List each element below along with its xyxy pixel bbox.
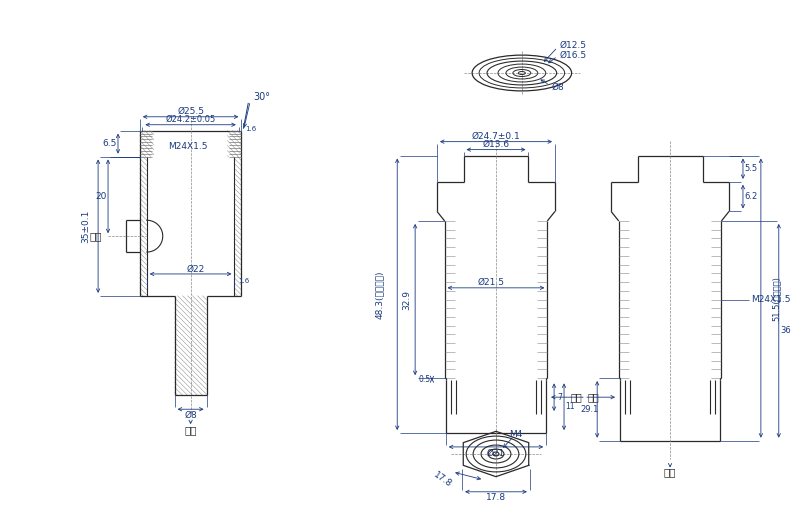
Text: 6.5: 6.5 <box>103 139 117 148</box>
Text: 32.9: 32.9 <box>403 289 412 309</box>
Text: Ø12.5: Ø12.5 <box>560 41 586 50</box>
Text: 48.3(阀芯关闭): 48.3(阀芯关闭) <box>375 270 384 318</box>
Text: 30°: 30° <box>254 92 271 102</box>
Text: Ø24.2±0.05: Ø24.2±0.05 <box>166 115 215 124</box>
Text: 6.2: 6.2 <box>744 192 758 201</box>
Text: 进水: 进水 <box>588 392 600 402</box>
Text: M24X1.5: M24X1.5 <box>168 142 207 150</box>
Text: Ø21: Ø21 <box>487 448 505 457</box>
Text: 35±0.1: 35±0.1 <box>82 210 91 243</box>
Text: 20: 20 <box>95 192 107 201</box>
Text: 17.8: 17.8 <box>486 493 506 502</box>
Text: 出水: 出水 <box>184 425 197 435</box>
Text: 进水: 进水 <box>570 392 582 402</box>
Text: 进水: 进水 <box>90 231 103 241</box>
Text: 11: 11 <box>566 402 575 411</box>
Text: Ø13.6: Ø13.6 <box>482 140 509 149</box>
Text: Ø8: Ø8 <box>184 411 197 420</box>
Text: 36: 36 <box>780 326 791 335</box>
Text: 1.6: 1.6 <box>245 126 256 131</box>
Text: 7: 7 <box>557 393 562 402</box>
Text: M4: M4 <box>509 430 522 439</box>
Text: Ø25.5: Ø25.5 <box>177 107 204 116</box>
Text: Ø8: Ø8 <box>552 82 565 91</box>
Text: 1.6: 1.6 <box>239 278 250 284</box>
Text: 51.5(阀芯打开): 51.5(阀芯打开) <box>771 276 780 320</box>
Text: 29.1: 29.1 <box>580 405 598 414</box>
Text: Ø24.7±0.1: Ø24.7±0.1 <box>472 132 521 141</box>
Text: Ø22: Ø22 <box>187 265 205 274</box>
Text: 0.5: 0.5 <box>419 375 431 384</box>
Text: 5.5: 5.5 <box>744 164 758 173</box>
Text: Ø16.5: Ø16.5 <box>560 51 587 60</box>
Text: 出水: 出水 <box>664 467 676 477</box>
Text: 17.8: 17.8 <box>432 470 453 489</box>
Text: M24X1.5: M24X1.5 <box>751 295 791 304</box>
Text: Ø21.5: Ø21.5 <box>477 277 505 286</box>
